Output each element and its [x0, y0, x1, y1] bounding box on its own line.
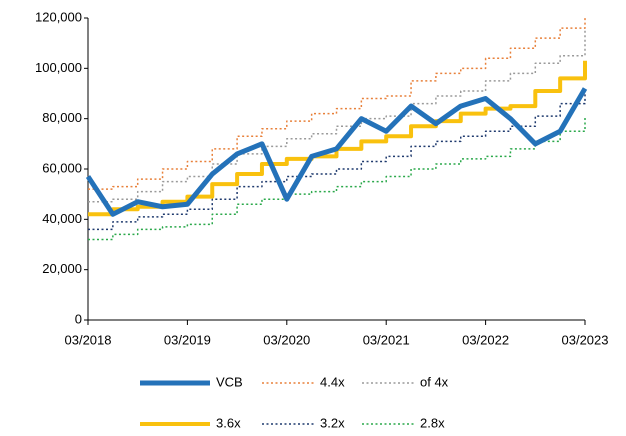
- x-tick-label: 03/2018: [65, 332, 112, 347]
- y-tick-label: 60,000: [42, 160, 82, 175]
- series-line: [85, 87, 588, 217]
- legend-label: 2.8x: [420, 415, 445, 430]
- y-tick-label: 40,000: [42, 211, 82, 226]
- legend-label: 4.4x: [320, 374, 345, 389]
- legend-label: VCB: [216, 374, 243, 389]
- y-tick-label: 100,000: [35, 60, 82, 75]
- y-tick-label: 120,000: [35, 9, 82, 24]
- series-line: [88, 88, 586, 231]
- x-tick-label: 03/2019: [164, 332, 211, 347]
- x-tick-label: 03/2023: [562, 332, 609, 347]
- y-tick-label: 80,000: [42, 110, 82, 125]
- x-tick-label: 03/2020: [263, 332, 310, 347]
- legend-label: 3.2x: [320, 415, 345, 430]
- series-line: [88, 30, 586, 203]
- series-line: [88, 116, 586, 241]
- x-tick-label: 03/2022: [462, 332, 509, 347]
- y-tick-label: 0: [75, 311, 82, 326]
- legend-label: 3.6x: [216, 415, 241, 430]
- series-line: [88, 60, 587, 217]
- legend-label: of 4x: [420, 374, 449, 389]
- x-tick-label: 03/2021: [363, 332, 410, 347]
- series-line: [88, 18, 586, 190]
- y-tick-label: 20,000: [42, 261, 82, 276]
